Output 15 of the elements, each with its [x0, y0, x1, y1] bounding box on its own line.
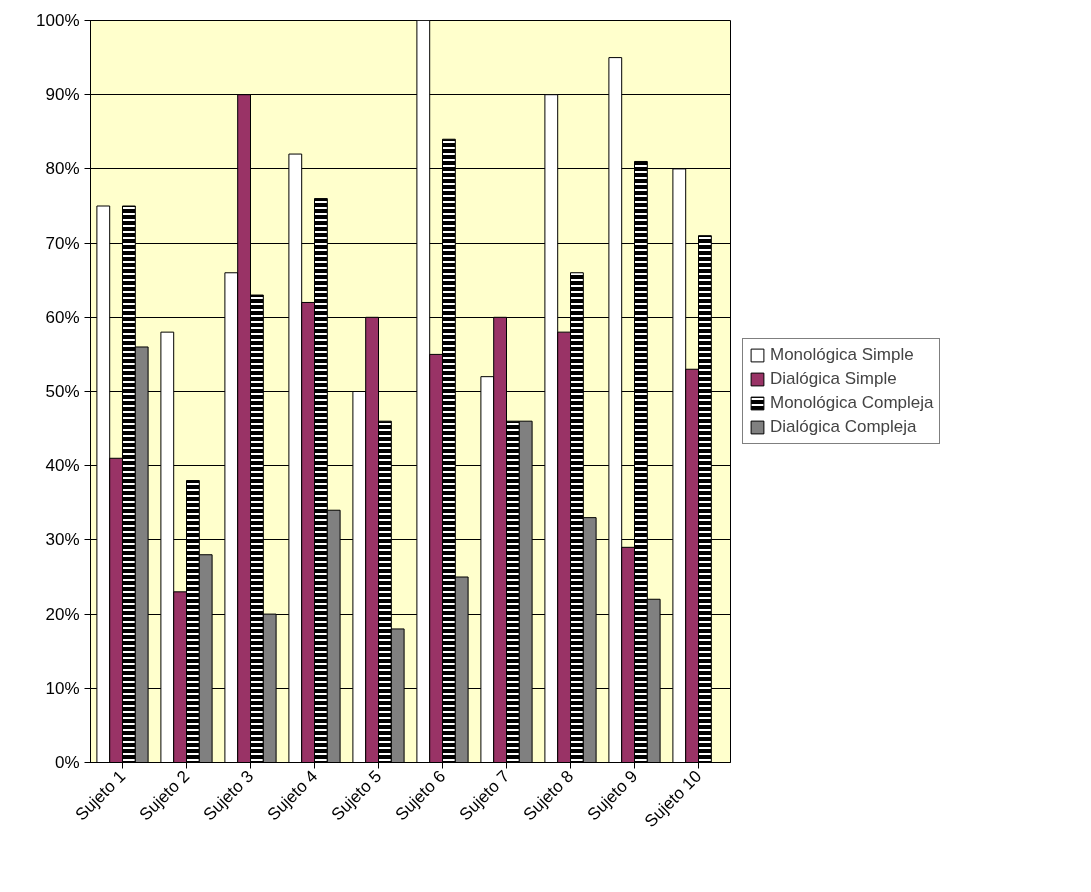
y-tick-label: 40% — [45, 456, 80, 476]
y-tick-label: 0% — [54, 753, 80, 772]
y-tick-label: 60% — [45, 307, 80, 327]
legend-label: Dialógica Simple — [770, 369, 897, 389]
y-tick-label: 30% — [45, 530, 80, 550]
legend-label: Monológica Compleja — [770, 393, 934, 413]
legend-label: Dialógica Compleja — [770, 417, 917, 437]
y-tick-label: 10% — [45, 678, 80, 698]
legend-label: Monológica Simple — [770, 345, 914, 365]
y-tick-label: 50% — [45, 382, 80, 401]
y-tick-label: 90% — [45, 85, 80, 105]
y-tick-label: 70% — [45, 233, 80, 253]
y-tick-label: 20% — [45, 604, 80, 624]
y-tick-label: 80% — [45, 159, 80, 179]
y-tick-label: 100% — [36, 11, 80, 30]
